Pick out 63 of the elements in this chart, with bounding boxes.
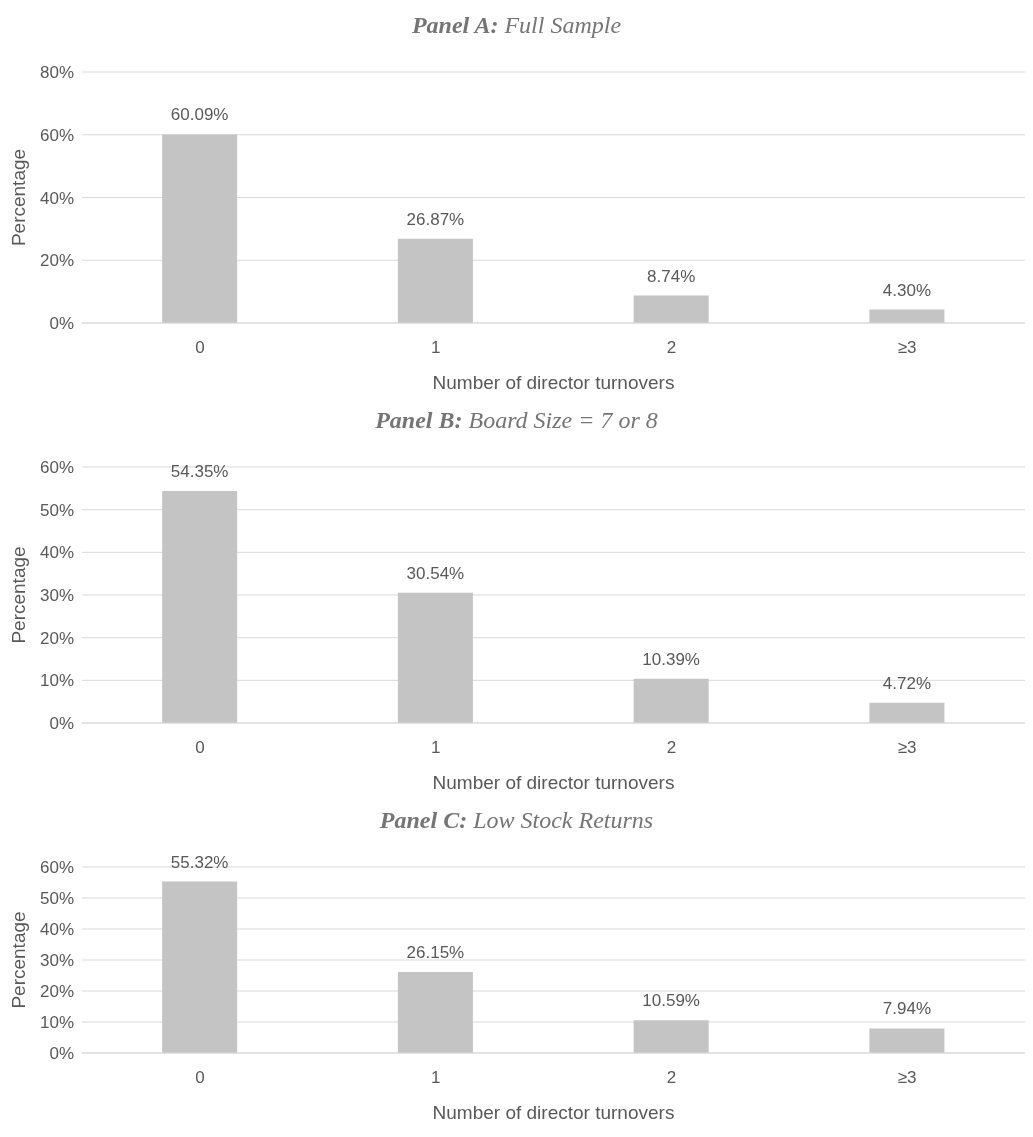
y-axis-title: Percentage: [7, 546, 29, 644]
chart-title: Panel C: Low Stock Returns: [378, 806, 655, 835]
x-axis-title: Number of director turnovers: [432, 772, 675, 793]
x-tick-label: 1: [430, 738, 441, 758]
data-label: 4.72%: [882, 673, 932, 693]
x-tick-label: 2: [666, 738, 677, 758]
y-tick-label: 30%: [39, 586, 74, 606]
data-label: 30.54%: [406, 563, 465, 583]
bar: [397, 592, 473, 723]
y-tick-label: 60%: [39, 458, 74, 478]
data-label: 10.39%: [642, 649, 700, 669]
x-tick-label: 1: [430, 338, 441, 358]
data-label: 26.15%: [406, 942, 465, 962]
x-tick-label: 0: [195, 338, 205, 358]
data-label: 10.59%: [642, 991, 700, 1011]
bar: [162, 134, 238, 323]
y-axis-title: Percentage: [7, 911, 29, 1009]
x-tick-label: 0: [195, 738, 205, 758]
y-tick-label: 0%: [49, 1044, 74, 1064]
chart-title: Panel B: Board Size = 7 or 8: [374, 406, 659, 435]
y-tick-label: 0%: [49, 714, 74, 734]
bar: [633, 295, 709, 323]
y-tick-label: 60%: [39, 858, 74, 878]
y-tick-label: 20%: [39, 251, 74, 271]
bar: [633, 1020, 709, 1053]
y-tick-label: 50%: [39, 889, 74, 909]
y-tick-label: 20%: [39, 982, 74, 1002]
data-label: 55.32%: [170, 852, 229, 872]
y-tick-label: 80%: [39, 63, 74, 83]
y-tick-label: 0%: [49, 314, 74, 334]
chart-title: Panel A: Full Sample: [410, 11, 623, 40]
y-tick-label: 10%: [39, 671, 74, 691]
bar: [162, 491, 238, 723]
y-tick-label: 40%: [39, 920, 74, 940]
y-tick-label: 60%: [39, 125, 74, 145]
x-tick-label: ≥3: [897, 1068, 917, 1088]
bar: [869, 702, 945, 723]
x-axis-title: Number of director turnovers: [432, 1102, 675, 1123]
data-label: 54.35%: [170, 462, 229, 482]
x-tick-label: ≥3: [897, 738, 917, 758]
bar: [397, 971, 473, 1053]
x-axis-title: Number of director turnovers: [432, 372, 675, 393]
y-axis-title: Percentage: [7, 148, 29, 247]
x-tick-label: 0: [195, 1068, 205, 1088]
data-label: 60.09%: [170, 105, 229, 125]
bar: [397, 238, 473, 323]
x-tick-label: 2: [666, 1068, 677, 1088]
y-tick-label: 50%: [39, 500, 74, 520]
x-tick-label: 2: [666, 338, 677, 358]
x-tick-label: 1: [430, 1068, 441, 1088]
bar: [633, 678, 709, 723]
y-tick-label: 10%: [39, 1013, 74, 1033]
y-tick-label: 20%: [39, 628, 74, 648]
data-label: 8.74%: [647, 266, 696, 286]
y-tick-label: 40%: [39, 543, 74, 563]
data-label: 4.30%: [882, 280, 932, 300]
bar: [162, 881, 238, 1053]
y-tick-label: 30%: [39, 951, 74, 971]
data-label: 26.87%: [406, 209, 465, 229]
bar: [869, 1028, 945, 1053]
x-tick-label: ≥3: [897, 338, 917, 358]
data-label: 7.94%: [882, 999, 932, 1019]
y-tick-label: 40%: [39, 188, 74, 208]
